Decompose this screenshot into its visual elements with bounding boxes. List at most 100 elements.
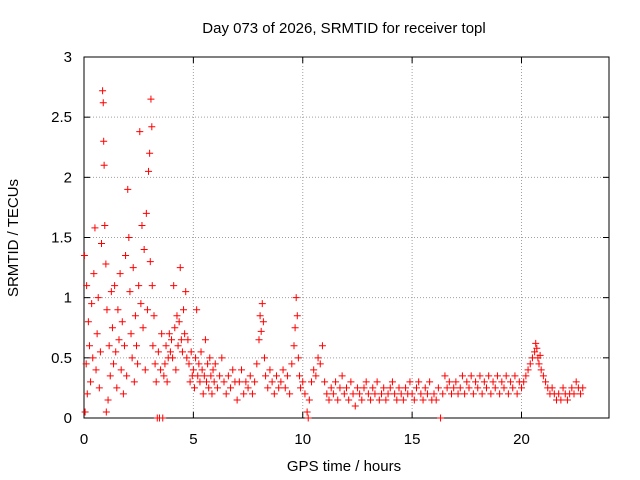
x-tick-label: 20 [513,431,530,448]
data-point [537,366,545,374]
data-point [160,372,168,380]
data-point [310,366,318,374]
data-point [112,348,120,356]
data-point [332,378,340,386]
x-axis: 0 5 10 15 20 [80,57,530,448]
data-point [206,354,214,362]
data-point [161,360,169,368]
data-point [186,378,194,386]
x-tick-label: 5 [189,431,197,448]
data-point [210,378,218,386]
data-point [180,306,188,314]
data-point [520,378,528,386]
data-point [201,336,209,344]
data-point [292,294,300,302]
data-point [535,360,543,368]
data-point [127,330,135,338]
data-point [334,396,342,404]
data-point [439,390,447,398]
data-point [238,366,245,374]
data-point [125,234,133,241]
data-point [542,378,550,386]
data-point [360,384,368,392]
data-point [312,372,320,380]
data-point [136,128,144,136]
data-point [118,318,126,326]
data-point [158,330,166,338]
data-point [417,390,425,398]
data-point [437,414,445,422]
data-series-srmtid [80,87,587,422]
data-point [99,99,107,107]
data-point [399,396,407,404]
data-point [85,342,93,350]
data-point [117,366,125,374]
data-point [410,396,418,404]
data-point [408,390,416,398]
data-point [509,384,517,392]
data-point [120,342,128,350]
data-point [467,372,475,380]
data-point [445,378,453,386]
y-axis-label: SRMTID / TECUs [5,179,22,297]
data-point [224,372,232,380]
data-point [532,339,540,347]
data-point [456,384,464,392]
data-point [111,282,119,290]
data-point [80,252,88,260]
data-point [314,354,322,362]
data-point [485,372,493,380]
data-point [246,372,254,380]
data-point [568,384,576,392]
data-point [345,396,353,404]
chart-title: Day 073 of 2026, SRMTID for receiver top… [202,20,485,37]
data-point [279,366,287,374]
data-point [105,342,113,350]
data-point [423,390,431,398]
data-point [108,324,116,332]
data-point [498,378,506,386]
y-tick-label: 2 [64,169,72,186]
data-point [496,390,504,398]
data-point [463,378,471,386]
data-point [233,396,241,404]
data-point [448,390,455,398]
data-point [154,348,162,356]
data-point [421,384,429,392]
data-point [211,360,219,368]
data-point [318,342,326,350]
data-point [152,378,160,386]
data-point [353,384,361,392]
data-point [343,384,350,392]
data-point [128,354,136,362]
data-point [504,390,512,398]
data-point [244,384,252,392]
data-point [255,336,263,344]
y-tick-label: 1.5 [51,230,72,247]
data-point [176,264,184,272]
data-point [536,351,544,359]
data-point [555,390,563,398]
data-point [260,354,268,362]
data-point [369,384,377,392]
data-point [513,390,521,398]
data-point [371,390,379,398]
data-point [347,378,355,386]
data-point [113,384,121,392]
data-point [474,384,482,392]
data-point [185,360,193,368]
data-point [93,330,101,338]
data-point [103,306,111,314]
data-point [182,288,190,296]
data-point [450,384,458,392]
data-point [391,390,399,398]
data-point [218,354,226,362]
data-point [159,414,167,422]
data-point [557,396,565,404]
data-point [338,372,346,380]
data-point [380,384,388,392]
data-point [83,282,91,290]
data-point [220,378,228,386]
data-point [461,390,469,398]
data-point [229,366,237,374]
